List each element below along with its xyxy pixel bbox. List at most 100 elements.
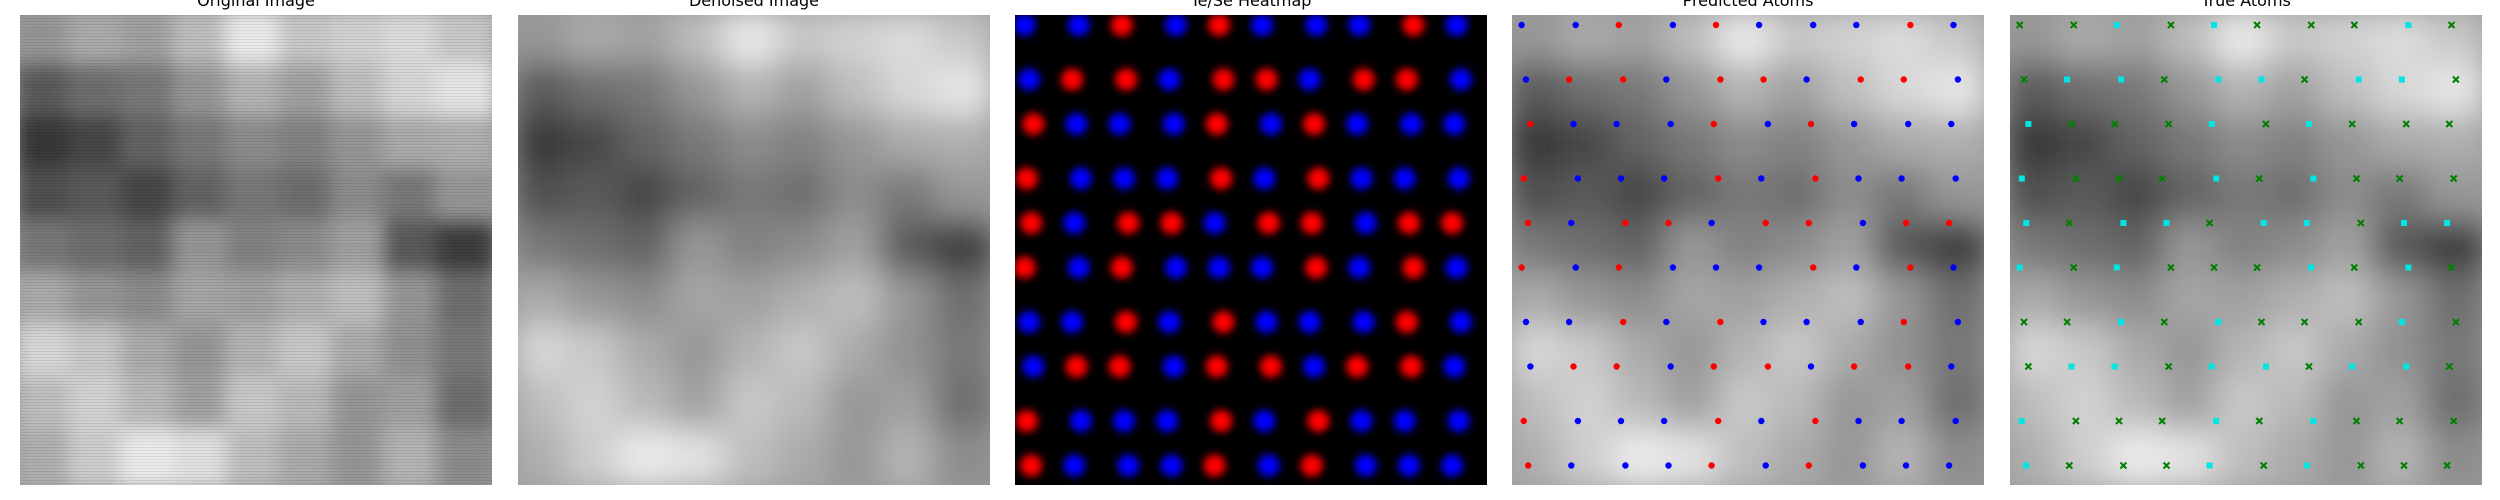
te-heat-blob — [1015, 256, 1036, 279]
dot-marker — [1622, 219, 1629, 227]
square-marker — [2310, 418, 2317, 424]
x-marker — [2210, 263, 2218, 272]
te-heat-blob — [1300, 212, 1323, 234]
se-heat-blob — [1069, 167, 1092, 190]
square-marker — [2310, 175, 2317, 182]
square-marker — [2355, 76, 2362, 83]
x-marker — [2400, 461, 2408, 470]
se-heat-blob — [1251, 15, 1274, 36]
dot-marker — [1810, 21, 1817, 29]
x-marker — [2443, 461, 2451, 470]
dot-marker — [1807, 120, 1815, 128]
square-marker — [2111, 363, 2118, 370]
x-marker — [2072, 417, 2080, 425]
square-marker — [2444, 220, 2451, 226]
dot-marker — [1760, 76, 1767, 83]
dot-marker — [1805, 219, 1813, 227]
x-marker — [2395, 174, 2404, 183]
te-heat-blob — [1210, 167, 1233, 190]
dot-marker — [1898, 175, 1905, 182]
square-marker — [2401, 220, 2407, 226]
dot-marker — [1613, 363, 1620, 370]
se-heat-blob — [1160, 454, 1183, 477]
x-marker — [2015, 21, 2024, 29]
dot-marker — [1907, 21, 1914, 29]
x-marker — [2110, 120, 2119, 128]
te-heat-blob — [1015, 167, 1038, 190]
se-heat-blob — [1069, 410, 1092, 432]
se-heat-blob — [1063, 454, 1086, 477]
x-marker — [2300, 318, 2309, 326]
x-marker — [2255, 417, 2264, 425]
x-marker — [2164, 362, 2173, 371]
x-marker — [2445, 120, 2454, 128]
dot-marker — [1522, 76, 1530, 83]
x-marker — [2452, 75, 2460, 84]
square-marker — [2405, 264, 2412, 271]
original-image-panel — [20, 15, 492, 485]
se-heat-blob — [1445, 256, 1468, 279]
te-heat-blob — [1305, 256, 1328, 279]
x-marker — [2253, 21, 2261, 29]
x-marker — [2447, 21, 2456, 29]
te-heat-blob — [1395, 68, 1418, 91]
se-heat-blob — [1393, 410, 1416, 432]
te-heat-blob — [1259, 355, 1282, 378]
se-heat-blob — [1113, 410, 1135, 432]
se-heat-blob — [1348, 15, 1371, 36]
square-marker — [2405, 22, 2412, 28]
x-marker — [2020, 75, 2028, 84]
te-heat-blob — [1352, 68, 1375, 91]
square-marker — [2018, 418, 2025, 424]
dot-marker — [1810, 264, 1817, 271]
x-marker — [2449, 174, 2458, 183]
x-marker — [2402, 120, 2410, 128]
dot-marker — [1617, 417, 1625, 425]
se-heat-blob — [1203, 212, 1226, 234]
se-heat-blob — [1354, 454, 1377, 477]
te-heat-blob — [1205, 113, 1228, 135]
te-heat-blob — [1020, 212, 1043, 234]
panel-title-true: True Atoms — [2200, 0, 2291, 10]
square-marker — [2398, 319, 2405, 325]
dot-marker — [1900, 318, 1908, 326]
dot-marker — [1617, 175, 1625, 182]
dot-marker — [1764, 120, 1772, 128]
dot-marker — [1522, 318, 1530, 326]
te-heat-blob — [1346, 355, 1369, 378]
x-marker — [2447, 263, 2456, 272]
x-marker — [2449, 417, 2458, 425]
te-heat-blob — [1212, 311, 1235, 333]
dot-marker — [1807, 363, 1815, 370]
se-heat-blob — [1158, 311, 1181, 333]
square-marker — [2303, 220, 2310, 226]
panel-title-denoised: Denoised Image — [689, 0, 819, 10]
x-marker — [2069, 21, 2078, 29]
x-marker — [2350, 263, 2359, 272]
square-marker — [2113, 22, 2120, 28]
square-marker — [2016, 264, 2023, 271]
se-heat-blob — [1164, 15, 1187, 36]
dot-marker — [1762, 219, 1769, 227]
x-marker — [2158, 417, 2166, 425]
dot-marker — [1857, 318, 1864, 326]
se-heat-blob — [1400, 113, 1423, 135]
x-marker — [2119, 461, 2128, 470]
x-marker — [2352, 417, 2361, 425]
dot-marker — [1712, 264, 1720, 271]
te-heat-blob — [1022, 113, 1045, 135]
square-marker — [2118, 76, 2125, 83]
x-marker — [2024, 362, 2033, 371]
dot-marker — [1758, 175, 1765, 182]
square-marker — [2213, 175, 2220, 182]
square-marker — [2215, 76, 2222, 83]
se-heat-blob — [1398, 454, 1420, 477]
panel-title-original: Original Image — [197, 0, 315, 10]
dot-marker — [1620, 318, 1627, 326]
x-marker — [2352, 174, 2361, 183]
dot-marker — [1859, 219, 1867, 227]
se-heat-blob — [1164, 256, 1187, 279]
square-marker — [2025, 121, 2032, 127]
square-marker — [2208, 121, 2215, 127]
